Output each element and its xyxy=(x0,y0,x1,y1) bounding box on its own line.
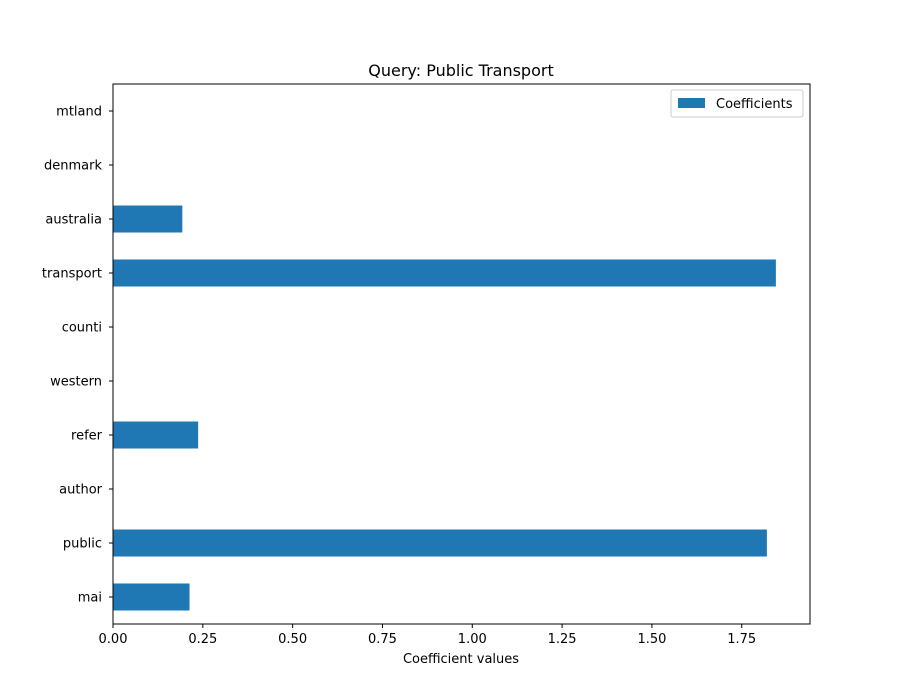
legend-swatch xyxy=(678,98,705,108)
bar-australia xyxy=(113,205,183,233)
bar-refer xyxy=(113,421,199,449)
plot-frame xyxy=(112,83,811,625)
legend-box xyxy=(670,89,804,118)
legend-label: Coefficients xyxy=(716,97,793,112)
x-tick-label: 1.75 xyxy=(727,632,756,647)
legend: Coefficients xyxy=(670,89,804,118)
y-axis-ticks: mai public author refer western counti transpo… xyxy=(42,105,113,606)
y-tick-label: mtland xyxy=(56,105,102,120)
x-tick-label: 1.50 xyxy=(637,632,666,647)
x-tick-label: 0.25 xyxy=(188,632,217,647)
bar-public xyxy=(113,529,767,557)
y-tick-label: refer xyxy=(71,429,103,444)
x-tick-label: 0.75 xyxy=(368,632,397,647)
y-tick-label: transport xyxy=(42,267,102,282)
bars-layer xyxy=(113,205,776,611)
y-tick-label: denmark xyxy=(44,159,102,174)
y-tick-label: western xyxy=(50,375,102,390)
bar-transport xyxy=(113,259,776,287)
x-tick-label: 1.00 xyxy=(458,632,487,647)
x-tick-label: 1.25 xyxy=(548,632,577,647)
y-tick-label: counti xyxy=(62,321,102,336)
y-tick-label: public xyxy=(63,537,102,552)
y-tick-label: australia xyxy=(45,213,102,228)
y-tick-label: author xyxy=(59,483,102,498)
bar-mai xyxy=(113,583,190,611)
x-axis-ticks: 0.00 0.25 0.50 0.75 1.00 1.25 1.50 1.75 xyxy=(99,624,756,647)
x-tick-label: 0.00 xyxy=(99,632,128,647)
y-tick-label: mai xyxy=(78,591,102,606)
chart-title: Query: Public Transport xyxy=(368,61,553,80)
x-tick-label: 0.50 xyxy=(278,632,307,647)
x-axis-label: Coefficient values xyxy=(403,652,519,667)
